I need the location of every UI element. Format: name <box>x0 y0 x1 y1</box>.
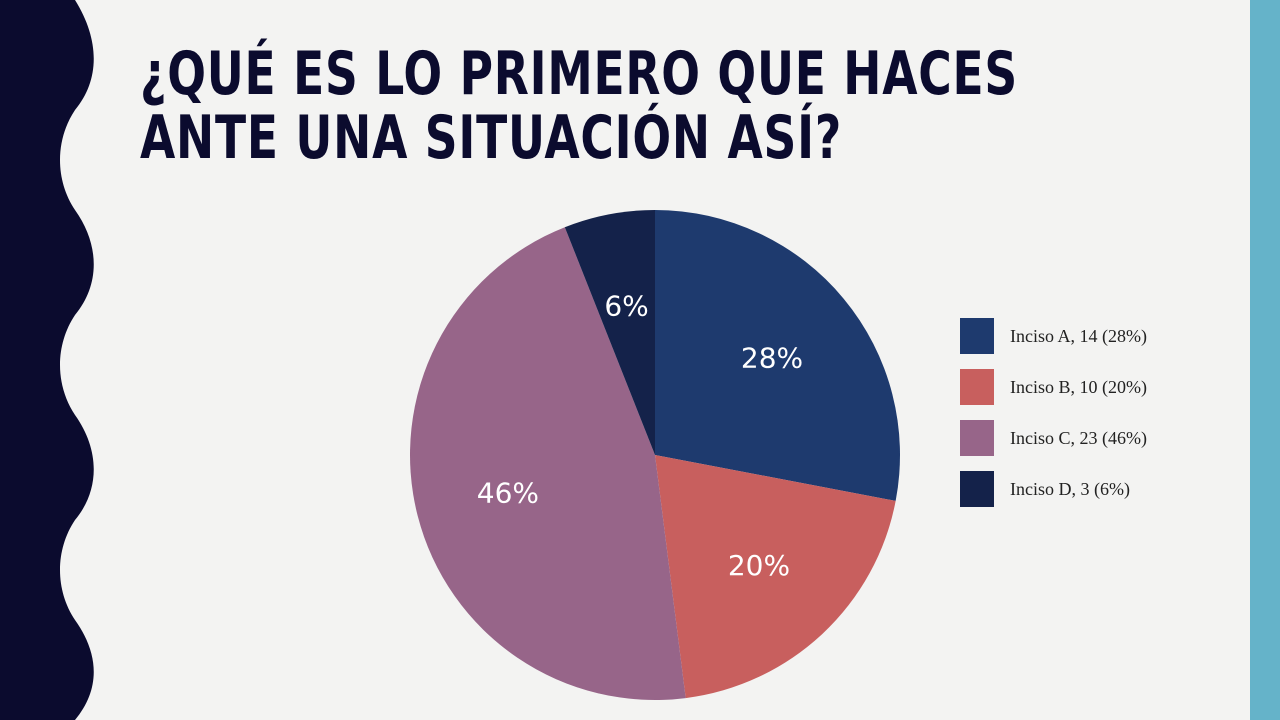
pie-slice-inciso-c <box>410 227 686 700</box>
slide-title: ¿Qué es lo primero que haces ante una si… <box>140 39 1019 173</box>
legend-item-inciso-c: Inciso C, 23 (46%) <box>960 420 1220 456</box>
left-wave-shape <box>0 0 94 720</box>
legend-label: Inciso C, 23 (46%) <box>1010 427 1147 448</box>
pie-slice-inciso-d <box>564 210 655 455</box>
slide-title-line-1: ¿Qué es lo primero que haces <box>140 39 1019 109</box>
legend-item-inciso-b: Inciso B, 10 (20%) <box>960 369 1220 405</box>
legend-item-inciso-d: Inciso D, 3 (6%) <box>960 471 1220 507</box>
pie-data-label-inciso-d: 6% <box>604 289 648 322</box>
slide-title-line-2: ante una situación así? <box>140 103 843 173</box>
legend-label: Inciso D, 3 (6%) <box>1010 478 1130 499</box>
legend-item-inciso-a: Inciso A, 14 (28%) <box>960 318 1220 354</box>
left-wave-band <box>0 0 94 720</box>
chart-legend: Inciso A, 14 (28%) Inciso B, 10 (20%) Inci… <box>960 318 1220 522</box>
legend-swatch <box>960 318 994 354</box>
pie-slice-inciso-a <box>655 210 900 501</box>
pie-data-label-inciso-a: 28% <box>741 342 803 375</box>
legend-label: Inciso B, 10 (20%) <box>1010 376 1147 397</box>
pie-data-label-inciso-c: 46% <box>477 476 539 509</box>
right-accent-band <box>1250 0 1280 720</box>
legend-swatch <box>960 471 994 507</box>
legend-swatch <box>960 369 994 405</box>
pie-chart: 28% 20% 46% 6% <box>410 210 900 700</box>
legend-label: Inciso A, 14 (28%) <box>1010 325 1147 346</box>
legend-swatch <box>960 420 994 456</box>
pie-slice-inciso-b <box>655 455 896 699</box>
pie-data-label-inciso-b: 20% <box>728 549 790 582</box>
